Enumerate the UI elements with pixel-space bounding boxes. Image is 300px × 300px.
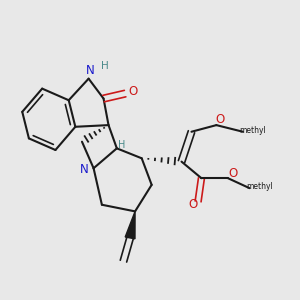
Text: H: H — [118, 140, 125, 150]
Text: methyl: methyl — [246, 182, 273, 191]
Text: O: O — [129, 85, 138, 98]
Text: H: H — [101, 61, 108, 71]
Text: O: O — [188, 198, 197, 211]
Polygon shape — [125, 212, 135, 239]
Text: O: O — [228, 167, 238, 180]
Text: N: N — [80, 164, 89, 176]
Text: O: O — [215, 112, 224, 126]
Text: methyl: methyl — [239, 126, 266, 135]
Text: N: N — [86, 64, 95, 77]
